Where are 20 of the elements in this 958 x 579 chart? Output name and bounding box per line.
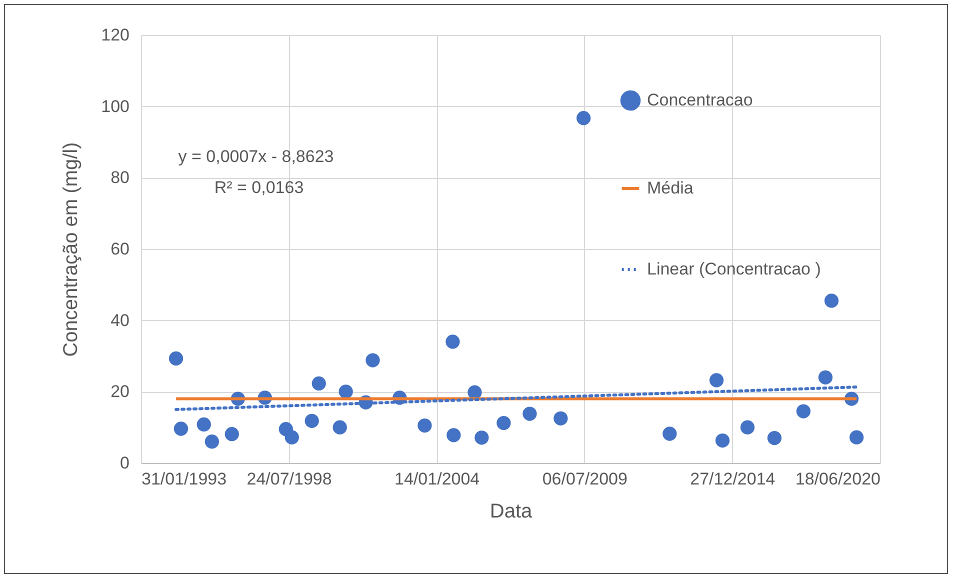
legend-label: Média [647,178,694,198]
y-tick-label: 100 [101,96,130,116]
x-tick-label: 14/01/2004 [394,470,480,488]
legend-label: Concentracao [647,90,753,110]
legend-label: Linear (Concentracao ) [647,260,821,278]
annotation: R² = 0,0163 [214,178,304,197]
y-tick-label: 120 [101,26,130,44]
y-axis-title: Concentração em (mg/l) [60,142,82,357]
x-tick-label: 06/07/2009 [542,470,628,488]
y-tick-label: 20 [110,382,130,402]
y-tick-label: 80 [110,168,130,188]
x-tick-label: 18/06/2020 [795,470,880,488]
x-tick-label: 27/12/2014 [690,470,776,488]
annotation: y = 0,0007x - 8,8623 [178,147,334,166]
y-tick-label: 60 [110,240,130,258]
x-tick-label: 31/01/1993 [142,470,227,488]
x-tick-label: 24/07/1998 [246,470,332,488]
x-axis-title: Data [490,500,533,522]
y-tick-label: 40 [110,310,130,330]
y-tick-label: 0 [120,454,130,472]
